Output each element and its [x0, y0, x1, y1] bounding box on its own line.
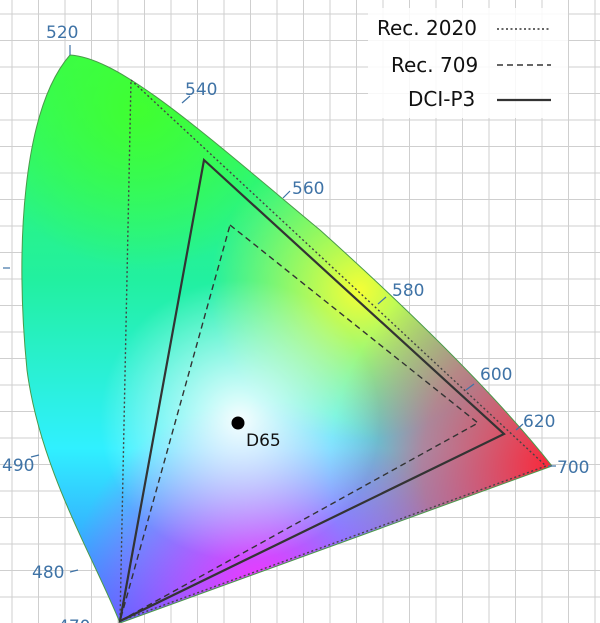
rec2020-triangle [119, 78, 548, 623]
legend: Rec. 2020 Rec. 709 DCI-P3 [368, 8, 568, 118]
legend-label-rec2020: Rec. 2020 [377, 16, 477, 40]
wavelength-label-480: 480 [32, 563, 64, 583]
d65-label: D65 [246, 431, 281, 451]
wavelength-label-580: 580 [392, 281, 424, 301]
wavelength-label-520: 520 [46, 23, 78, 43]
wavelength-label-700: 700 [557, 458, 589, 478]
legend-label-dci-p3: DCI-P3 [408, 87, 475, 111]
wavelength-label-470: 470 [58, 617, 90, 623]
d65-white-point [231, 416, 245, 430]
wavelength-label-540: 540 [185, 80, 217, 100]
wavelength-ticks [3, 45, 556, 573]
wavelength-label-560: 560 [292, 179, 324, 199]
wavelength-label-600: 600 [480, 365, 512, 385]
wavelength-label-620: 620 [523, 412, 555, 432]
rec709-triangle [118, 223, 480, 623]
legend-label-rec709: Rec. 709 [391, 53, 478, 77]
wavelength-label-490: 490 [2, 456, 34, 476]
dci-p3-triangle [118, 157, 506, 623]
